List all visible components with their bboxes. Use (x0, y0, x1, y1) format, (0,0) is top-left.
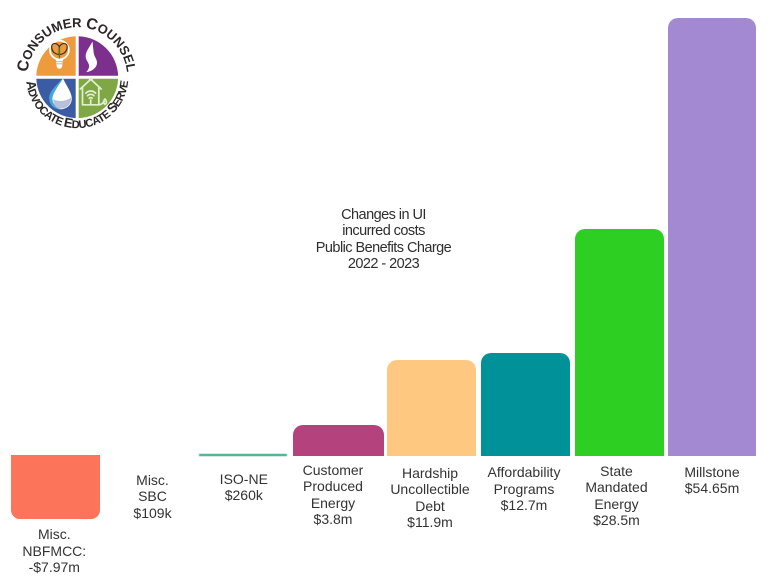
svg-text:CONSUMER COUNSEL: CONSUMER COUNSEL (14, 15, 139, 73)
